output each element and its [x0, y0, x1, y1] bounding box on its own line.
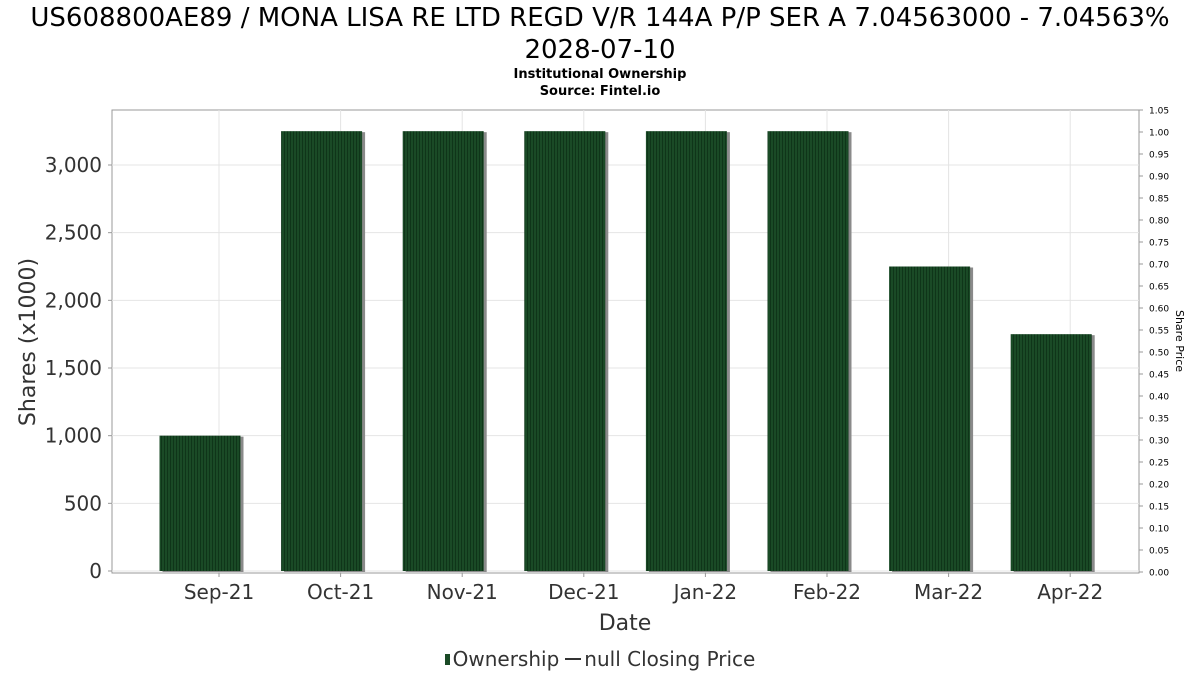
y2-tick-label: 0.05	[1149, 547, 1169, 557]
axes: 0 500 1,000 1,500 2,000 2,500 3,000 Sep-21 Oct-2…	[45, 107, 1170, 605]
y-tick-label: 2,500	[45, 221, 102, 245]
y2-tick-label: 0.75	[1149, 239, 1169, 249]
y2-tick-label: 0.85	[1149, 195, 1169, 205]
y2-tick-label: 0.15	[1149, 503, 1169, 513]
ownership-legend-swatch	[444, 653, 450, 665]
y-axis-title: Shares (x1000)	[16, 258, 41, 426]
x-axis-title: Date	[599, 611, 652, 636]
y2-tick-label: 0.20	[1149, 481, 1169, 491]
y2-tick-label: 0.90	[1149, 173, 1169, 183]
price-legend-label: null Closing Price	[584, 647, 756, 671]
bar-Jan-22	[645, 131, 727, 571]
bar-Nov-21	[402, 131, 484, 571]
chart-source: Source: Fintel.io	[539, 84, 661, 99]
title-block: US608800AE89 / MONA LISA RE LTD REGD V/R…	[0, 2, 1200, 100]
chart-subtitle: Institutional Ownership	[513, 67, 687, 82]
y2-tick-label: 1.05	[1149, 107, 1169, 117]
y2-tick-label: 0.40	[1149, 393, 1169, 403]
y2-tick-label: 0.25	[1149, 459, 1169, 469]
x-tick-label: Mar-22	[914, 580, 983, 604]
y2-tick-label: 0.60	[1149, 305, 1169, 315]
y2-tick-label: 0.95	[1149, 151, 1169, 161]
y2-tick-label: 1.00	[1149, 129, 1169, 139]
y-tick-label: 500	[64, 491, 102, 515]
bar-Feb-22	[767, 131, 849, 571]
y-tick-label: 2,000	[45, 288, 102, 312]
y2-tick-label: 0.00	[1149, 569, 1169, 579]
y2-tick-label: 0.45	[1149, 371, 1169, 381]
y2-tick-label: 0.80	[1149, 217, 1169, 227]
chart-title: US608800AE89 / MONA LISA RE LTD REGD V/R…	[30, 3, 1170, 65]
bar-Oct-21	[281, 131, 363, 571]
y2-axis-title: Share Price	[1173, 310, 1186, 372]
y-tick-label: 1,000	[45, 424, 102, 448]
y-tick-label: 1,500	[45, 356, 102, 380]
ownership-legend-label: Ownership	[452, 647, 560, 671]
y2-tick-label: 0.55	[1149, 327, 1169, 337]
price-legend-line	[565, 658, 582, 660]
y2-tick-label: 0.65	[1149, 283, 1169, 293]
y-tick-label: 0	[89, 559, 102, 583]
bar-Dec-21	[524, 131, 606, 571]
y2-tick-label: 0.70	[1149, 261, 1169, 271]
x-tick-label: Nov-21	[427, 580, 498, 604]
bar-Apr-22	[1010, 334, 1092, 571]
x-tick-label: Feb-22	[793, 580, 861, 604]
y2-tick-label: 0.50	[1149, 349, 1169, 359]
x-tick-label: Sep-21	[184, 580, 254, 604]
x-tick-label: Oct-21	[307, 580, 374, 604]
y2-tick-label: 0.30	[1149, 437, 1169, 447]
x-tick-label: Jan-22	[672, 580, 738, 604]
bar-Mar-22	[889, 266, 971, 571]
y2-tick-label: 0.10	[1149, 525, 1169, 535]
x-tick-label: Dec-21	[548, 580, 619, 604]
bar-Sep-21	[159, 435, 241, 571]
legend: Ownership null Closing Price	[0, 646, 1200, 672]
x-tick-label: Apr-22	[1037, 580, 1103, 604]
bar-series-ownership	[159, 131, 1095, 572]
y2-tick-label: 0.35	[1149, 415, 1169, 425]
y-tick-label: 3,000	[45, 153, 102, 177]
